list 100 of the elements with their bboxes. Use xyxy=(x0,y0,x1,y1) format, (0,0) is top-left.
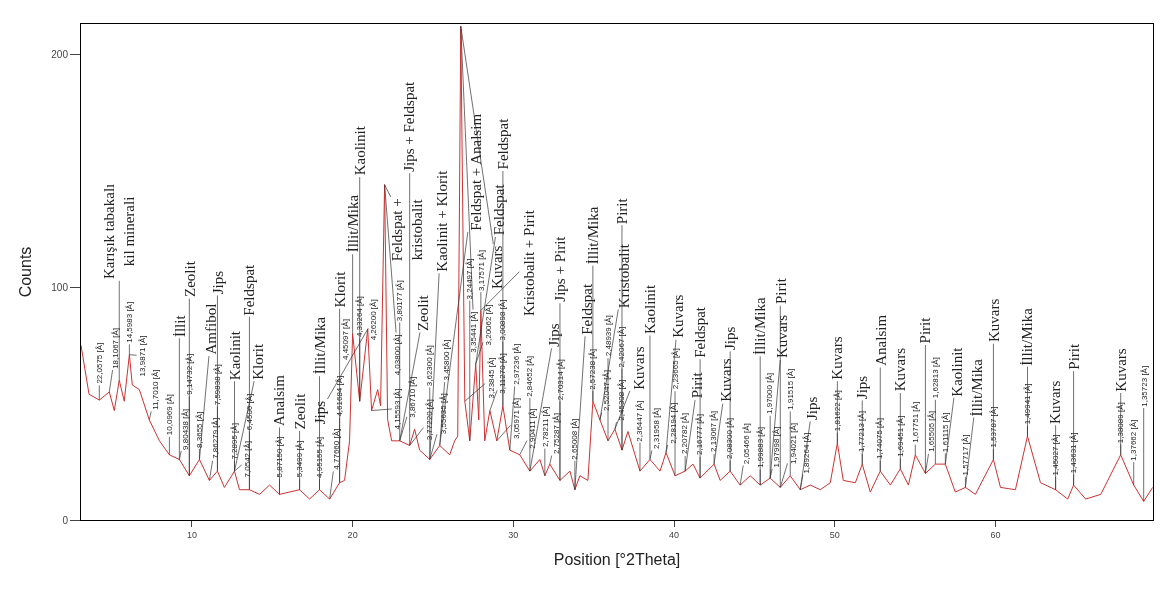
annotation: 2,05466 [Å] xyxy=(742,423,752,465)
annotation: Kaolinit xyxy=(949,346,966,397)
annotation: 3,00898 [Å] xyxy=(498,299,508,341)
annotation: 2,28194 [Å] xyxy=(668,402,678,444)
annotation: 3,17571 [Å] xyxy=(476,250,486,291)
annotation: 2,78211 [Å] xyxy=(540,406,550,447)
annotation: 1,65505 [Å] xyxy=(927,410,937,452)
annotation: 2,84652 [Å] xyxy=(524,355,534,397)
annotation: İllit/Mika xyxy=(1019,307,1036,366)
annotation: 4,61684 [Å] xyxy=(334,375,344,417)
annotation: 1,94021 [Å] xyxy=(789,423,799,464)
annotation: 2,65008 [Å] xyxy=(570,418,580,460)
annotation: İllit/Mika xyxy=(311,316,328,375)
annotation: Jips + Pirit xyxy=(552,235,569,302)
annotation: 2,52047 [Å] xyxy=(602,370,612,411)
annotation: 4,03800 [Å] xyxy=(393,334,403,376)
annotation: 1,67751 [Å] xyxy=(910,401,920,443)
annotation: 1,53787 [Å] xyxy=(989,406,999,448)
annotation: 18,1067 [Å] xyxy=(110,327,120,369)
annotation: Feldspat + kristobalit xyxy=(389,198,425,262)
annotation: 2,57238 [Å] xyxy=(587,348,597,390)
annotation: Pirit xyxy=(689,371,706,399)
annotation: 1,61115 [Å] xyxy=(940,412,950,453)
annotation: 2,75287 [Å] xyxy=(551,413,561,454)
x-tick-label: 10 xyxy=(186,529,197,540)
annotation: 13,9871 [Å] xyxy=(137,335,147,377)
annotation: 11,7010 [Å] xyxy=(151,369,161,410)
annotation: 5,3499 [Å] xyxy=(294,440,304,478)
annotation: 2,31958 [Å] xyxy=(652,408,662,449)
annotation: 3,23845 [Å] xyxy=(486,357,496,399)
annotation: Karışık tabakalı kil minerali xyxy=(101,183,137,280)
annotation: Kaolinit xyxy=(641,284,658,335)
annotation: 1,37662 [Å] xyxy=(1128,419,1138,461)
annotation: Kaolinit xyxy=(352,125,369,176)
annotation: Kaolinit xyxy=(226,330,243,381)
annotation: Feldspat xyxy=(692,306,709,358)
annotation: Feldspat + Analsim xyxy=(467,113,484,231)
annotation: 9,14732 [Å] xyxy=(184,353,194,395)
annotation: 2,13067 [Å] xyxy=(709,410,719,452)
annotation: 4,33264 [Å] xyxy=(355,296,365,338)
annotation: 6,4506 [Å] xyxy=(244,393,254,431)
annotation: Jips xyxy=(545,323,562,347)
annotation: Jips xyxy=(312,400,329,425)
annotation: Kuvars xyxy=(718,358,735,402)
annotation: 2,08300 [Å] xyxy=(725,418,735,459)
y-tick-label: 200 xyxy=(51,48,69,60)
annotation: Jips xyxy=(722,326,739,351)
annotation: Kuvars xyxy=(892,347,909,392)
annotation: 3,20062 [Å] xyxy=(484,304,494,346)
annotation: 3,35441 [Å] xyxy=(469,311,479,353)
annotation: 2,45308 [Å] xyxy=(617,379,627,421)
annotation: 2,16777 [Å] xyxy=(695,414,705,455)
annotation: 1,35723 [Å] xyxy=(1139,365,1149,407)
annotation: 9,80438 [Å] xyxy=(181,409,190,450)
y-axis-title: Counts xyxy=(17,246,35,298)
annotation: 1,74075 [Å] xyxy=(875,418,885,460)
annotation: 1,69451 [Å] xyxy=(895,415,905,457)
annotation: Kaolinit + Klorit xyxy=(433,169,450,272)
annotation: 1,49941 [Å] xyxy=(1022,383,1032,425)
annotation: 10,0969 [Å] xyxy=(164,394,174,436)
annotation: İllit/Mika xyxy=(752,297,769,355)
annotation: 1,62813 [Å] xyxy=(930,357,940,399)
annotation: 8,3655 [Å] xyxy=(194,411,204,448)
annotation: 4,45097 [Å] xyxy=(341,319,351,361)
annotation: Zeolit xyxy=(181,260,198,297)
annotation: Kuvars xyxy=(488,245,505,289)
annotation: İllit/Mika xyxy=(344,194,361,253)
annotation: 5,87150 [Å] xyxy=(274,436,284,478)
annotation: 7,0542 [Å] xyxy=(242,440,252,478)
annotation: 4,77660 [Å] xyxy=(331,428,341,470)
annotation: Pirit xyxy=(772,277,789,305)
annotation: Kuvars xyxy=(1112,348,1129,392)
annotation: 7,86279 [Å] xyxy=(211,417,221,459)
annotation: 2,70314 [Å] xyxy=(555,359,565,401)
annotation: 2,23665 [Å] xyxy=(670,348,680,390)
annotation: Feldspat xyxy=(579,283,596,335)
annotation: Feldspat xyxy=(491,183,508,236)
annotation: 1,91515 [Å] xyxy=(785,368,795,410)
annotation: Feldspat xyxy=(241,263,258,316)
annotation: Kuvars xyxy=(829,336,845,380)
annotation: Analsim xyxy=(872,314,889,366)
y-tick-label: 100 xyxy=(51,281,69,293)
annotation: Kuvars xyxy=(985,298,1002,343)
x-tick-label: 40 xyxy=(669,529,680,540)
annotation: Kristobalit + Pirit xyxy=(520,209,537,317)
annotation: Klorit xyxy=(331,270,348,308)
annotation: 2,36447 [Å] xyxy=(635,400,645,442)
annotation: Jips xyxy=(209,270,226,295)
annotation: 1,43631 [Å] xyxy=(1068,432,1078,474)
x-axis-title: Position [°2Theta] xyxy=(553,551,681,569)
annotation: Pirit xyxy=(613,197,630,225)
annotation: İllit/Mika xyxy=(584,206,601,265)
annotation: Amfibol xyxy=(203,303,220,355)
annotation: 3,55635 [Å] xyxy=(438,393,448,435)
annotation: 3,05971 [Å] xyxy=(512,398,522,440)
x-tick-label: 50 xyxy=(829,529,840,540)
annotation: 1,45027 [Å] xyxy=(1050,434,1060,476)
x-tick-label: 60 xyxy=(990,529,1001,540)
annotation: 1,97000 [Å] xyxy=(765,373,775,414)
x-tick-label: 30 xyxy=(508,529,519,540)
